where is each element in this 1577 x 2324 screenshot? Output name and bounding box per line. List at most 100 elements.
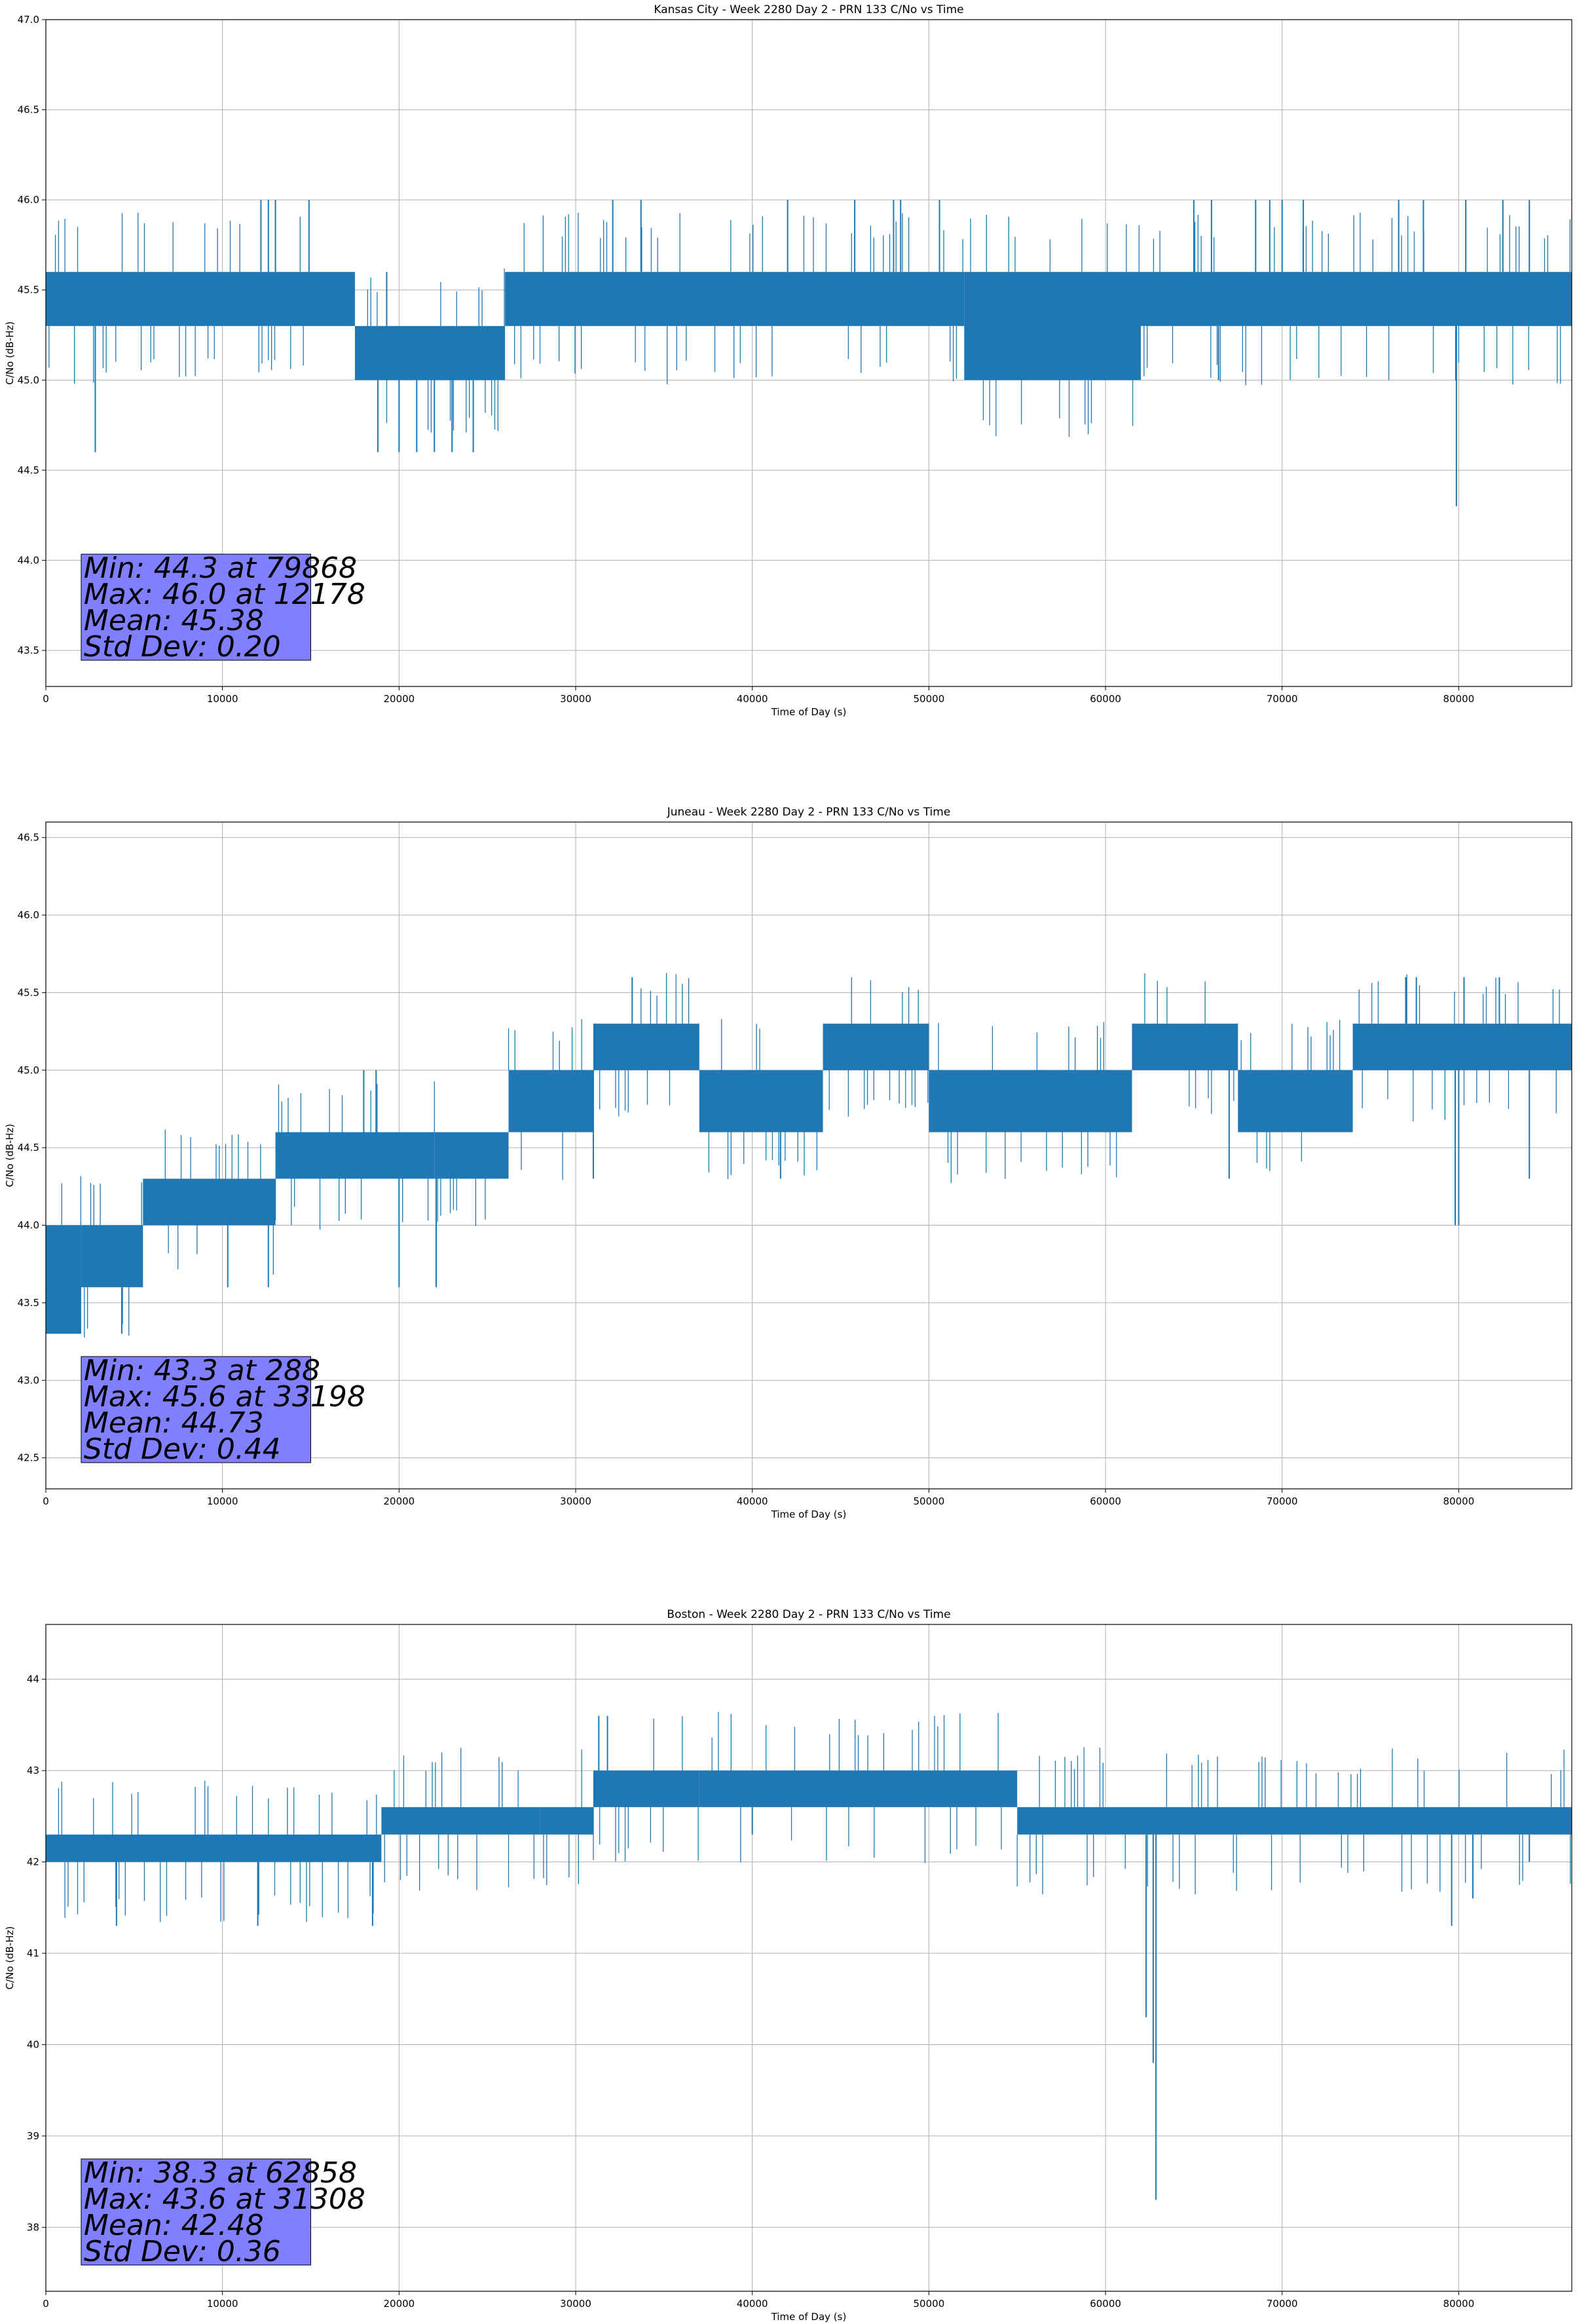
y-tick-label: 46.0 [18, 909, 39, 921]
stats-box [81, 553, 312, 661]
y-tick-label: 46.0 [18, 194, 39, 206]
x-tick-label: 60000 [1090, 2298, 1121, 2310]
data-band [823, 1023, 929, 1070]
y-tick-label: 45.0 [18, 1064, 39, 1076]
y-tick-label: 42.5 [18, 1452, 39, 1464]
y-tick-label: 43.0 [18, 1374, 39, 1386]
x-tick-label: 20000 [383, 2298, 415, 2310]
stats-line: Std Dev: 0.44 [84, 1433, 281, 1466]
y-tick-label: 44.5 [18, 464, 39, 476]
stats-line: Mean: 42.48 [84, 2209, 264, 2242]
stats-line: Mean: 45.38 [84, 604, 264, 637]
chart-title: Kansas City - Week 2280 Day 2 - PRN 133 … [654, 3, 963, 16]
y-tick-label: 47.0 [18, 14, 39, 26]
data-band [929, 1070, 1132, 1133]
x-tick-label: 40000 [737, 693, 768, 705]
data-band [593, 1023, 699, 1070]
x-tick-label: 10000 [207, 693, 238, 705]
data-band [1352, 1023, 1572, 1070]
stats-line: Max: 46.0 at 12178 [84, 578, 365, 611]
y-axis-label: C/No (dB-Hz) [4, 1124, 16, 1188]
x-axis-label: Time of Day (s) [771, 1509, 847, 1520]
x-axis-label: Time of Day (s) [771, 706, 847, 718]
stats-box [81, 1356, 312, 1463]
stats-line: Min: 38.3 at 62858 [84, 2156, 357, 2190]
stats-line: Mean: 44.73 [84, 1406, 264, 1440]
series-group [46, 200, 1572, 506]
data-band [275, 1132, 435, 1179]
chart-1: 0 10000 20000 30000 40000 50000 60000 70000 8000… [4, 3, 1572, 718]
data-band [593, 1771, 699, 1807]
data-band [46, 272, 355, 326]
y-tick-label: 42 [27, 1856, 39, 1868]
data-band [381, 1807, 541, 1835]
x-tick-label: 80000 [1443, 1495, 1475, 1507]
x-tick-label: 60000 [1090, 693, 1121, 705]
stats-line: Min: 44.3 at 79868 [84, 552, 357, 585]
y-tick-label: 46.5 [18, 832, 39, 844]
data-band [1132, 1023, 1238, 1070]
stats-line: Max: 43.6 at 31308 [84, 2183, 365, 2216]
y-tick-label: 43.5 [18, 645, 39, 656]
data-band [540, 1807, 593, 1835]
x-axis-label: Time of Day (s) [771, 2311, 847, 2323]
data-band [434, 1132, 509, 1179]
series-group [46, 1712, 1572, 2200]
x-tick-label: 70000 [1267, 2298, 1298, 2310]
data-band [1238, 1070, 1353, 1133]
y-tick-label: 44.0 [18, 1220, 39, 1231]
x-tick-label: 50000 [914, 1495, 945, 1507]
y-tick-label: 45.5 [18, 986, 39, 998]
y-tick-label: 44.0 [18, 554, 39, 566]
x-tick-label: 10000 [207, 2298, 238, 2310]
x-tick-label: 30000 [560, 693, 591, 705]
y-axis-label: C/No (dB-Hz) [4, 1926, 16, 1990]
chart-2: 0 10000 20000 30000 40000 50000 60000 70000 8000… [4, 806, 1572, 1520]
data-band [46, 1834, 382, 1862]
x-tick-label: 20000 [383, 1495, 415, 1507]
x-tick-label: 60000 [1090, 1495, 1121, 1507]
x-tick-label: 10000 [207, 1495, 238, 1507]
stats-line: Std Dev: 0.36 [84, 2235, 281, 2268]
data-band [354, 326, 506, 381]
chart-3: 0 10000 20000 30000 40000 50000 60000 70000 8000… [4, 1608, 1572, 2323]
data-band [699, 1771, 1018, 1807]
x-tick-label: 50000 [914, 693, 945, 705]
y-tick-label: 45.5 [18, 284, 39, 296]
x-tick-label: 0 [43, 2298, 49, 2310]
x-tick-label: 70000 [1267, 693, 1298, 705]
y-tick-label: 40 [27, 2038, 39, 2050]
stats-line: Max: 45.6 at 33198 [84, 1380, 365, 1414]
data-band [508, 1070, 593, 1133]
data-band [1140, 272, 1572, 326]
x-tick-label: 30000 [560, 2298, 591, 2310]
x-tick-label: 80000 [1443, 2298, 1475, 2310]
stats-line: Min: 43.3 at 288 [84, 1354, 320, 1387]
y-tick-label: 43 [27, 1765, 39, 1776]
y-tick-label: 44 [27, 1674, 39, 1685]
x-tick-label: 40000 [737, 2298, 768, 2310]
data-band [81, 1225, 143, 1288]
data-band [143, 1178, 276, 1226]
series-group [46, 973, 1572, 1379]
plot-frame [45, 1624, 1572, 2292]
data-band [1017, 1807, 1572, 1835]
data-band [699, 1070, 823, 1133]
data-band [505, 272, 965, 326]
x-tick-label: 30000 [560, 1495, 591, 1507]
plot-frame [45, 19, 1572, 687]
chart-title: Juneau - Week 2280 Day 2 - PRN 133 C/No … [667, 806, 951, 819]
chart-title: Boston - Week 2280 Day 2 - PRN 133 C/No … [667, 1608, 950, 1621]
x-tick-label: 20000 [383, 693, 415, 705]
data-band [46, 1225, 81, 1334]
stats-box [81, 2158, 312, 2266]
y-tick-label: 46.5 [18, 104, 39, 116]
x-tick-label: 0 [43, 693, 49, 705]
x-tick-label: 0 [43, 1495, 49, 1507]
x-tick-label: 70000 [1267, 1495, 1298, 1507]
x-tick-label: 40000 [737, 1495, 768, 1507]
y-tick-label: 44.5 [18, 1142, 39, 1153]
y-tick-label: 45.0 [18, 374, 39, 386]
plot-frame [45, 821, 1572, 1490]
